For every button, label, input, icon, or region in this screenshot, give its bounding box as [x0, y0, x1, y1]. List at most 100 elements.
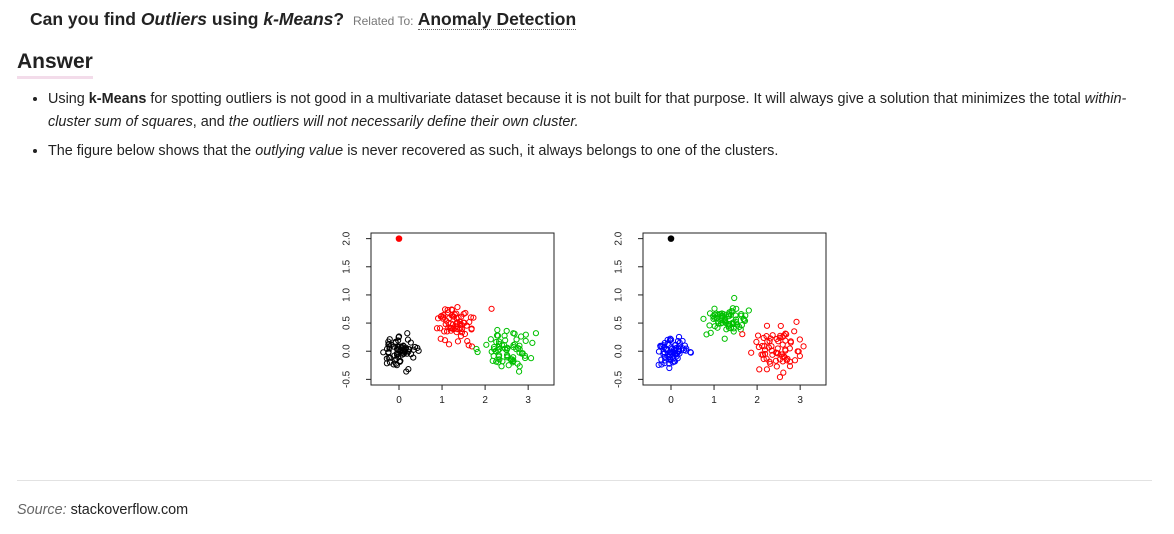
data-point	[717, 320, 725, 327]
data-point	[793, 318, 800, 325]
data-point	[510, 342, 517, 349]
data-point	[745, 307, 752, 314]
bullet2-text-1: The figure below shows that the	[48, 143, 256, 159]
data-point	[441, 337, 449, 344]
data-point	[395, 346, 402, 353]
data-point	[706, 322, 713, 329]
data-point	[721, 335, 728, 342]
plot-frame	[642, 232, 827, 386]
data-point	[483, 341, 490, 348]
data-point	[489, 357, 496, 364]
data-point	[753, 338, 760, 346]
bullet2-text-2: is never recovered as such, it always be…	[343, 143, 779, 159]
data-point	[796, 336, 803, 343]
data-point	[661, 360, 668, 367]
y-tick-label: 0.0	[342, 344, 353, 358]
related-label: Related To:	[352, 14, 414, 28]
data-point	[511, 330, 518, 337]
bullet2-outlying-value: outlying value	[255, 143, 344, 159]
data-point	[454, 338, 462, 345]
x-tick-label: 2	[754, 395, 760, 406]
data-point	[457, 325, 464, 332]
data-point	[731, 294, 738, 302]
bullet1-wcss: within-cluster sum of squares	[48, 91, 1127, 130]
data-point	[738, 312, 745, 319]
data-point	[509, 356, 516, 363]
data-point	[496, 356, 503, 363]
answer-bullet-1: Using k-Means for spotting outliers is n…	[48, 87, 1168, 134]
y-tick-label: 1.5	[614, 259, 625, 273]
outlier-point	[395, 235, 403, 242]
data-point	[437, 335, 444, 342]
data-point	[782, 347, 789, 354]
data-point	[474, 348, 481, 356]
data-point	[765, 344, 772, 351]
data-point	[722, 316, 729, 323]
bullet1-kmeans: k-Means	[88, 91, 147, 107]
data-point	[510, 343, 517, 351]
data-point	[517, 333, 525, 340]
y-tick-label: 0.5	[614, 316, 625, 330]
data-point	[516, 345, 523, 353]
answer-list: Using k-Means for spotting outliers is n…	[30, 87, 1168, 168]
data-point	[780, 369, 787, 376]
data-point	[468, 343, 476, 350]
data-point	[505, 362, 512, 369]
data-point	[395, 337, 402, 344]
data-point	[791, 357, 799, 364]
data-point	[787, 338, 794, 345]
data-point	[657, 343, 664, 350]
data-point	[759, 342, 766, 350]
data-point	[464, 338, 471, 345]
data-point	[718, 310, 726, 317]
data-point	[453, 319, 461, 326]
data-point	[679, 345, 686, 352]
data-point	[687, 349, 694, 356]
data-point	[404, 336, 412, 343]
bullet1-text-1: Using	[48, 91, 89, 107]
related-topic-link[interactable]: Anomaly Detection	[417, 9, 577, 30]
bullet1-text-3: , and	[192, 114, 229, 130]
data-point	[713, 314, 720, 322]
data-point	[385, 354, 392, 361]
data-point	[393, 350, 401, 357]
data-point	[738, 322, 745, 329]
y-tick-label: 1.0	[614, 288, 625, 302]
data-point	[710, 312, 717, 320]
data-point	[468, 326, 475, 333]
data-point	[748, 349, 755, 356]
data-point	[490, 343, 498, 351]
data-point	[711, 314, 718, 321]
data-point	[513, 336, 520, 343]
y-tick-label: 2.0	[342, 231, 353, 245]
data-point	[394, 343, 401, 350]
data-point	[727, 325, 735, 332]
data-point	[729, 320, 736, 328]
plot-frame	[370, 232, 555, 386]
scatter-plot-kmeans: 0 1 2 3 -0.5 0.0 0.5 1.0 1.5 2.0	[614, 231, 827, 406]
x-tick-label: 1	[439, 395, 445, 406]
data-point	[386, 345, 393, 352]
data-point	[386, 336, 393, 343]
data-point	[465, 342, 472, 349]
data-point	[487, 336, 494, 343]
data-point	[666, 364, 673, 372]
x-tick-label: 0	[668, 395, 674, 406]
data-point	[395, 333, 403, 340]
data-point	[519, 350, 526, 357]
scatter-plot-original: 0 1 2 3 -0.5 0.0 0.5 1.0 1.5 2.0	[342, 231, 555, 406]
data-point	[458, 329, 466, 336]
data-point	[754, 332, 762, 339]
question-kmeans: k-Means	[263, 9, 334, 29]
data-point	[445, 341, 453, 348]
y-tick-label: -0.5	[614, 370, 625, 388]
data-point	[777, 322, 784, 330]
data-point	[800, 343, 807, 350]
data-point	[522, 337, 529, 345]
data-point	[448, 306, 455, 313]
data-point	[769, 351, 776, 358]
data-point	[433, 325, 441, 332]
data-point	[407, 351, 415, 358]
data-point	[786, 358, 793, 365]
